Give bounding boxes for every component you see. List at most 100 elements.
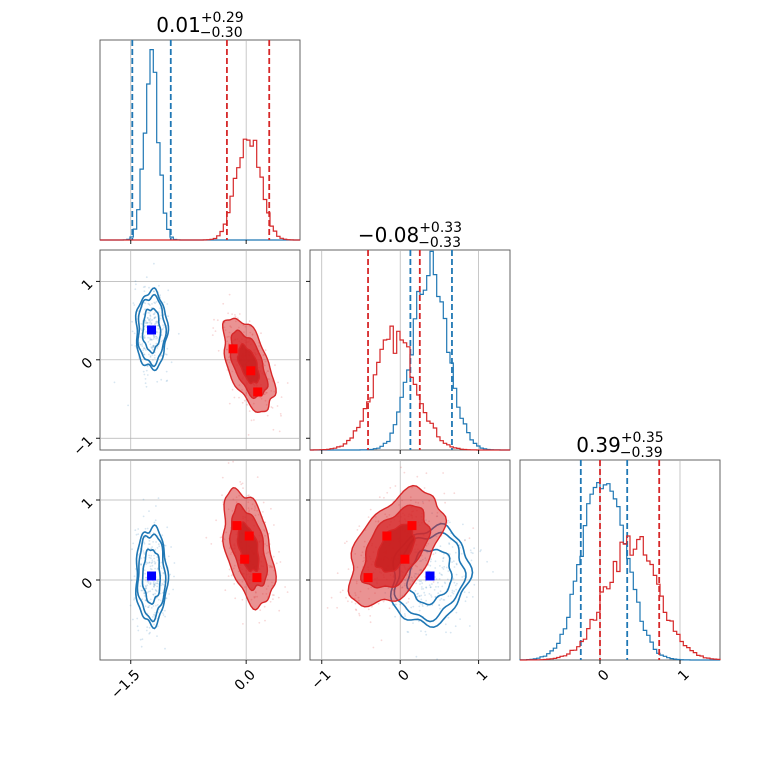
red-sample-point [219, 536, 222, 539]
blue-sample-point [144, 322, 146, 324]
red-sample-point [228, 293, 231, 296]
blue-sample-point [153, 580, 155, 583]
blue-sample-point [156, 324, 159, 327]
blue-sample-point [137, 629, 140, 632]
red-sample-point [259, 609, 262, 612]
panel-content [129, 460, 289, 650]
blue-sample-point [143, 335, 146, 337]
blue-sample-point [165, 380, 168, 382]
blue-sample-point [144, 378, 147, 380]
blue-sample-point [141, 343, 144, 345]
red-sample-point [280, 414, 282, 417]
blue-sample-point [456, 582, 458, 585]
blue-sample-point [162, 571, 165, 574]
red-sample-point [369, 615, 372, 617]
blue-sample-point [415, 655, 418, 658]
blue-sample-point [131, 344, 133, 346]
blue-sample-point [151, 561, 154, 564]
red-sample-point [358, 612, 360, 615]
red-sample-point [383, 496, 385, 499]
panel-2-1-frame [309, 459, 511, 661]
blue-sample-point [468, 625, 471, 627]
blue-sample-point [136, 625, 139, 628]
red-marker-3 [363, 573, 373, 583]
blue-sample-point [486, 560, 488, 563]
y-tick-label-1-0: −1 [70, 433, 96, 459]
blue-sample-point [459, 618, 461, 620]
blue-sample-point [152, 613, 155, 616]
blue-sample-point [145, 585, 148, 588]
blue-sample-point [177, 332, 180, 335]
blue-sample-point [430, 596, 433, 598]
blue-sample-point [160, 567, 163, 569]
blue-sample-point [140, 564, 142, 566]
blue-sample-point [162, 614, 165, 616]
blue-sample-point [147, 590, 150, 593]
blue-sample-point [162, 572, 165, 575]
red-sample-point [240, 483, 243, 486]
blue-sample-point [162, 612, 164, 614]
blue-sample-point [146, 365, 149, 368]
blue-sample-point [437, 585, 440, 588]
blue-sample-point [464, 539, 466, 541]
blue-sample-point [153, 290, 155, 293]
blue-sample-point [418, 605, 421, 608]
red-sample-point [248, 320, 251, 323]
blue-sample-point [155, 301, 158, 303]
blue-sample-point [152, 313, 155, 316]
blue-sample-point [160, 584, 163, 587]
blue-sample-point [144, 599, 147, 602]
blue-sample-point [148, 543, 150, 545]
red-sample-point [256, 476, 259, 478]
blue-sample-point [153, 521, 156, 524]
blue-sample-point [147, 582, 150, 584]
red-sample-point [377, 602, 380, 605]
blue-sample-point [438, 572, 441, 575]
x-tick-label-0-0: −1.5 [108, 667, 143, 702]
red-sample-point [369, 508, 372, 511]
red-sample-point [407, 601, 410, 603]
blue-sample-point [158, 284, 160, 287]
blue-sample-point [131, 320, 134, 323]
blue-sample-point [151, 546, 154, 548]
blue-sample-point [154, 548, 157, 551]
red-sample-point [271, 407, 274, 409]
blue-sample-point [158, 545, 161, 548]
blue-sample-point [148, 510, 150, 512]
param-2-title-sub: −0.39 [620, 445, 663, 461]
red-sample-point [367, 516, 370, 518]
blue-sample-point [167, 315, 170, 318]
red-marker-2 [400, 554, 410, 564]
blue-sample-point [425, 586, 428, 589]
blue-sample-point [425, 633, 428, 636]
red-sample-point [248, 494, 250, 496]
blue-sample-point [447, 616, 450, 619]
blue-sample-point [159, 307, 162, 310]
red-sample-point [356, 529, 359, 531]
red-sample-point [224, 589, 227, 592]
blue-sample-point [157, 327, 160, 330]
blue-sample-point [426, 605, 429, 607]
blue-sample-point [418, 609, 421, 612]
blue-sample-point [149, 355, 152, 357]
red-sample-point [444, 501, 446, 504]
blue-sample-point [154, 311, 156, 314]
blue-sample-point [463, 591, 466, 593]
panel-2-0-frame [99, 459, 301, 661]
blue-sample-point [137, 310, 140, 312]
blue-sample-point [441, 585, 444, 588]
blue-sample-point [145, 561, 148, 564]
blue-sample-point [147, 341, 150, 343]
blue-sample-point [150, 347, 153, 350]
panel-2-2-frame [519, 459, 721, 661]
red-sample-point [358, 614, 361, 617]
diagonal-panel-0: 0.01+0.29 −0.30 [99, 10, 301, 241]
blue-sample-point [143, 353, 146, 356]
blue-sample-point [166, 526, 169, 529]
param-1-title-sub: −0.33 [418, 235, 461, 251]
red-sample-point [354, 602, 357, 605]
blue-sample-point [145, 324, 147, 327]
red-sample-point [400, 466, 402, 469]
blue-sample-point [156, 556, 159, 559]
red-sample-point [266, 414, 269, 417]
